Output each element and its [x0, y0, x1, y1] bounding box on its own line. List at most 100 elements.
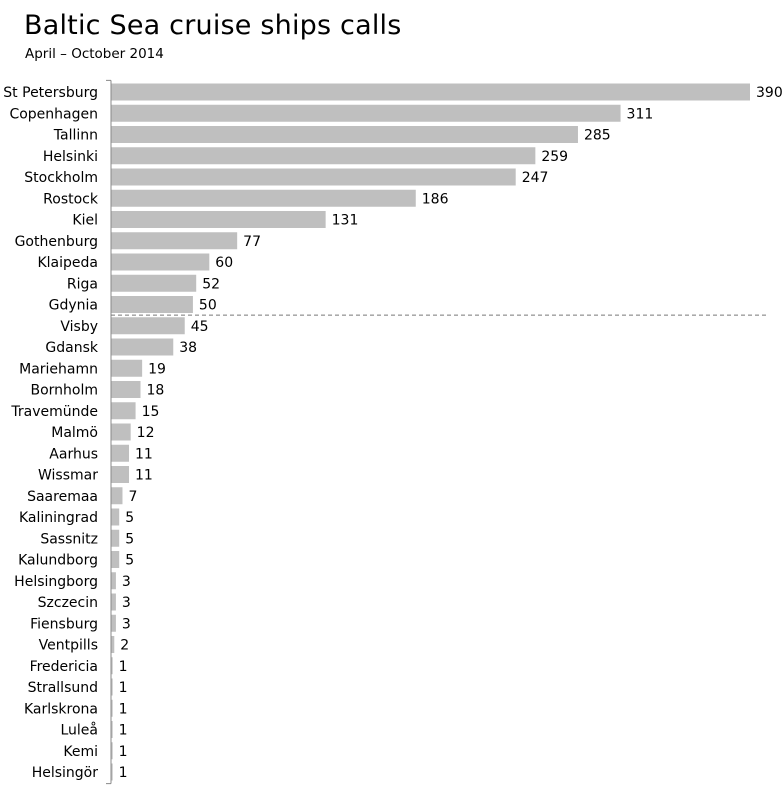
- bar: [111, 614, 116, 632]
- bar: [111, 189, 416, 207]
- category-label: Karlskrona: [24, 701, 98, 717]
- bar: [111, 168, 516, 186]
- bar: [111, 444, 130, 462]
- category-label: Ventpills: [39, 638, 98, 654]
- bar: [111, 423, 131, 441]
- bar: [111, 529, 120, 547]
- category-label: St Petersburg: [3, 85, 98, 101]
- category-label: Saaremaa: [27, 489, 98, 505]
- bar: [111, 296, 193, 313]
- category-label: Gdansk: [45, 340, 98, 356]
- value-label: 390: [756, 85, 783, 101]
- value-label: 11: [135, 468, 153, 484]
- value-label: 50: [199, 298, 217, 314]
- category-label: Mariehamn: [19, 361, 98, 377]
- category-label: Travemünde: [10, 404, 98, 420]
- category-label: Fredericia: [30, 659, 98, 675]
- chart-subtitle: April – October 2014: [25, 46, 164, 62]
- category-label: Kiel: [72, 213, 98, 229]
- category-label: Wissmar: [38, 468, 98, 484]
- category-label: Klaipeda: [37, 255, 98, 271]
- value-label: 247: [522, 170, 549, 186]
- category-label: Helsinki: [43, 149, 98, 165]
- bar: [111, 721, 113, 738]
- bar: [111, 274, 197, 292]
- category-label: Szczecin: [38, 595, 98, 611]
- value-label: 2: [120, 638, 129, 654]
- bar: [111, 359, 143, 377]
- bar: [111, 253, 210, 271]
- bar: [111, 508, 120, 526]
- bar: [111, 317, 185, 335]
- category-label: Kaliningrad: [19, 510, 98, 526]
- category-label: Kalundborg: [18, 553, 98, 569]
- category-label: Strallsund: [28, 680, 98, 696]
- bar: [111, 104, 621, 122]
- value-label: 1: [119, 765, 128, 781]
- value-label: 3: [122, 595, 131, 611]
- category-label: Stockholm: [24, 170, 98, 186]
- value-label: 45: [191, 319, 209, 335]
- category-label: Kemi: [63, 744, 98, 760]
- value-label: 18: [146, 383, 164, 399]
- value-label: 5: [125, 531, 134, 547]
- category-label: Visby: [60, 319, 98, 335]
- category-label: Copenhagen: [9, 106, 98, 122]
- value-label: 77: [243, 234, 261, 250]
- value-label: 19: [148, 361, 166, 377]
- chart-title: Baltic Sea cruise ships calls: [24, 10, 402, 41]
- value-label: 3: [122, 616, 131, 632]
- bar: [111, 678, 113, 696]
- value-label: 15: [142, 404, 160, 420]
- bar: [111, 466, 130, 483]
- bar: [111, 338, 174, 356]
- category-label: Sassnitz: [40, 531, 98, 547]
- bar: [111, 593, 116, 611]
- value-label: 3: [122, 574, 131, 590]
- value-label: 11: [135, 446, 153, 462]
- bar: [111, 232, 238, 250]
- bar: [111, 147, 536, 165]
- category-label: Luleå: [60, 722, 98, 739]
- bar: [111, 572, 116, 590]
- bar: [111, 742, 113, 760]
- value-label: 1: [119, 659, 128, 675]
- bar: [111, 657, 113, 675]
- bar: [111, 487, 123, 505]
- category-label: Rostock: [43, 191, 99, 207]
- value-label: 7: [128, 489, 137, 505]
- bar: [111, 763, 113, 781]
- bar: [111, 83, 750, 101]
- value-label: 186: [422, 191, 449, 207]
- value-label: 1: [119, 680, 128, 696]
- category-label: Gothenburg: [15, 234, 98, 250]
- category-label: Malmö: [51, 425, 98, 441]
- value-label: 5: [125, 510, 134, 526]
- bar: [111, 636, 115, 653]
- category-label: Riga: [67, 276, 98, 292]
- bar: [111, 126, 578, 143]
- value-label: 60: [215, 255, 233, 271]
- category-label: Gdynia: [49, 298, 98, 314]
- category-label: Aarhus: [49, 446, 98, 462]
- category-label: Helsingborg: [14, 574, 98, 590]
- value-label: 1: [119, 701, 128, 717]
- category-label: Fiensburg: [30, 616, 98, 632]
- value-label: 311: [627, 106, 654, 122]
- value-label: 259: [541, 149, 568, 165]
- bar: [111, 381, 141, 398]
- value-label: 5: [125, 553, 134, 569]
- value-label: 52: [202, 276, 220, 292]
- value-label: 285: [584, 128, 611, 144]
- bar: [111, 551, 120, 568]
- bar: [111, 699, 113, 717]
- category-label: Helsingör: [32, 765, 99, 781]
- bar: [111, 211, 326, 228]
- bar: [111, 402, 136, 420]
- category-label: Tallinn: [53, 128, 98, 144]
- value-label: 1: [119, 744, 128, 760]
- value-label: 131: [332, 213, 359, 229]
- category-label: Bornholm: [30, 383, 98, 399]
- value-label: 12: [137, 425, 155, 441]
